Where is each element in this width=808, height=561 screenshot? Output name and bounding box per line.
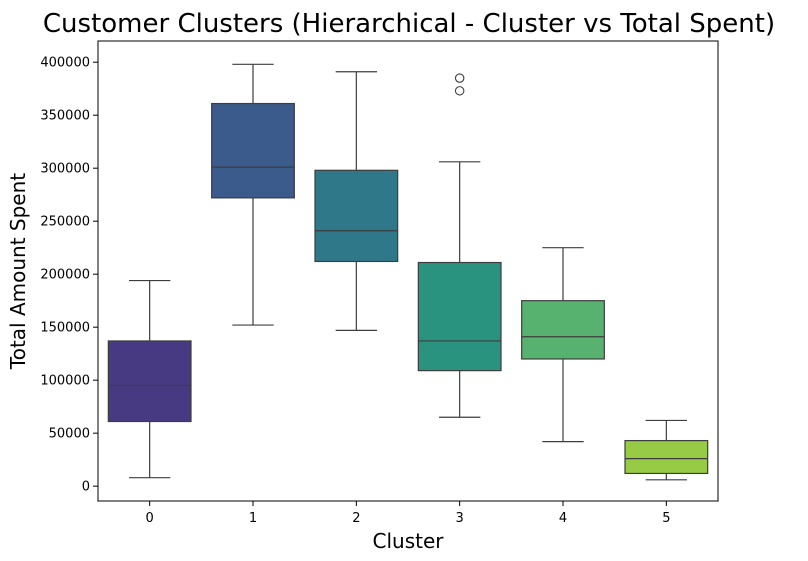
- x-tick-label: 0: [146, 511, 154, 526]
- y-tick-label: 250000: [40, 215, 90, 230]
- y-tick-label: 300000: [40, 162, 90, 177]
- box-cluster-1: [211, 102, 295, 199]
- y-tick-label: 350000: [40, 109, 90, 124]
- y-axis-label: Total Amount Spent: [6, 173, 30, 370]
- plot-frame: [97, 40, 719, 502]
- x-tick-label: 2: [352, 511, 360, 526]
- plot-area: 0 50000 100000 150000 200000 250000 300000 3500…: [40, 40, 719, 526]
- chart-title: Customer Clusters (Hierarchical - Cluste…: [43, 9, 775, 39]
- y-tick-label: 0: [82, 480, 90, 495]
- x-tick-label: 5: [662, 511, 670, 526]
- x-tick-label: 4: [559, 511, 567, 526]
- x-axis-label: Cluster: [373, 529, 445, 553]
- y-tick-label: 400000: [40, 56, 90, 71]
- y-tick-label: 150000: [40, 321, 90, 336]
- y-tick-label: 50000: [49, 427, 90, 442]
- box-cluster-3: [417, 261, 502, 372]
- outlier-point: [454, 73, 465, 83]
- x-tick-label: 1: [249, 511, 257, 526]
- outlier-point: [454, 86, 465, 96]
- y-tick-label: 100000: [40, 374, 90, 389]
- box-cluster-4: [521, 300, 605, 360]
- box-cluster-0: [107, 340, 192, 423]
- box-cluster-5: [624, 439, 709, 475]
- x-tick-label: 3: [456, 511, 464, 526]
- y-tick-label: 200000: [40, 268, 90, 283]
- box-cluster-2: [314, 169, 399, 263]
